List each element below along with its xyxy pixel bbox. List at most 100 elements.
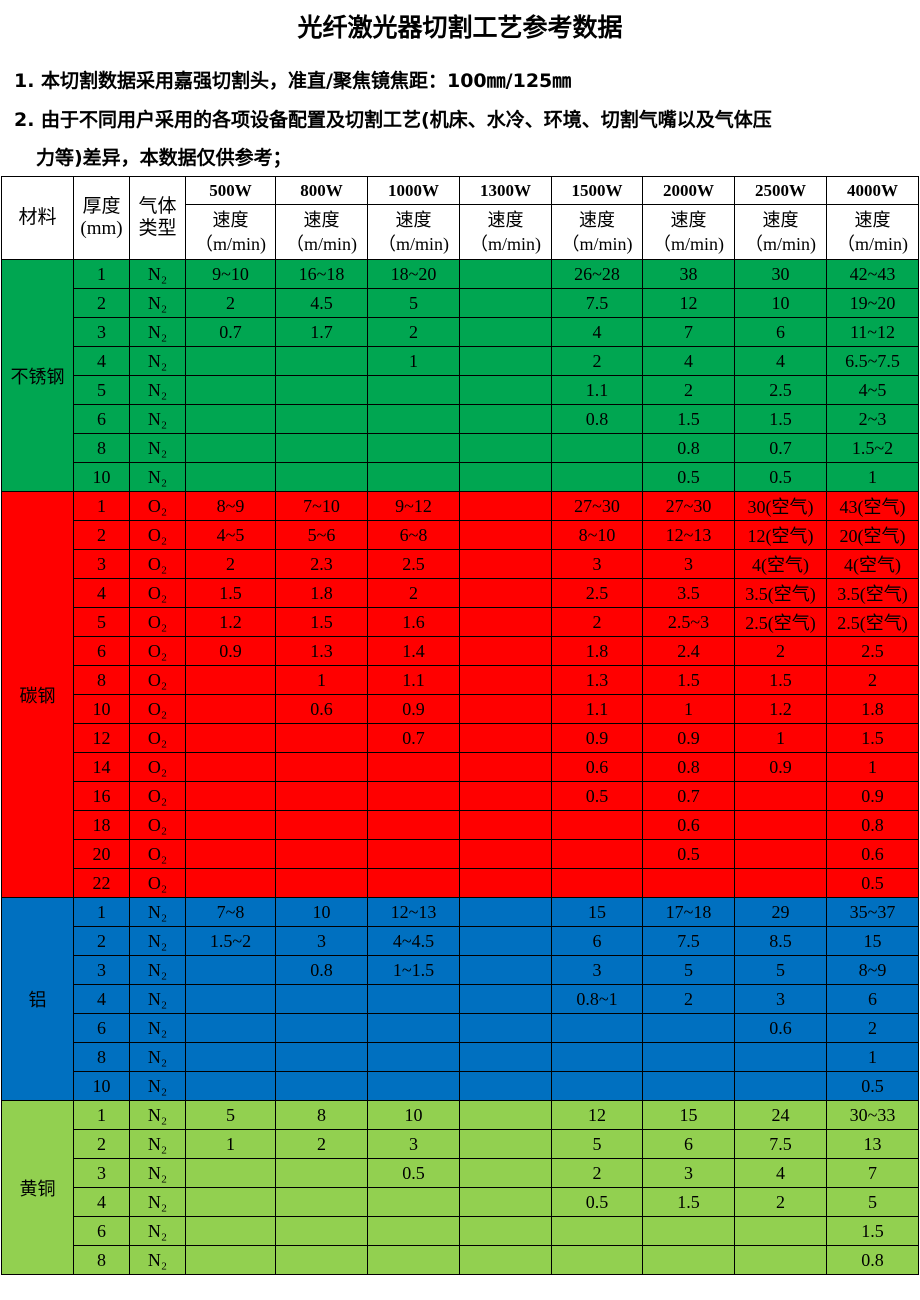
speed-label: 速度 (303, 210, 340, 230)
speed-cell (185, 868, 276, 898)
speed-cell (185, 375, 276, 405)
speed-cell: 1.5~2 (185, 926, 276, 956)
gas-cell: N₂ (129, 1187, 186, 1217)
speed-cell: 3 (275, 926, 368, 956)
thickness-cell: 2 (73, 1129, 130, 1159)
speed-cell (185, 462, 276, 492)
speed-cell: 6~8 (367, 520, 460, 550)
speed-unit: （m/min) (195, 234, 266, 254)
speed-cell: 4(空气) (826, 549, 919, 579)
speed-unit: （m/min) (837, 234, 908, 254)
table-row: 5 N₂ 1.1 2 2.5 4~5 (2, 375, 919, 405)
speed-cell (642, 1216, 735, 1246)
speed-cell (367, 404, 460, 434)
speed-cell (185, 1071, 276, 1101)
header-power: 4000W (826, 176, 919, 205)
gas-cell: O₂ (129, 607, 186, 637)
speed-cell (459, 491, 552, 521)
thickness-cell: 4 (73, 984, 130, 1014)
speed-cell: 0.7 (642, 781, 735, 811)
table-row: 4 O₂ 1.5 1.8 2 2.5 3.5 3.5(空气) 3.5(空气) (2, 578, 919, 608)
thickness-cell: 3 (73, 317, 130, 347)
speed-cell (459, 955, 552, 985)
speed-cell: 1.5 (642, 1187, 735, 1217)
table-row: 铝 1 N₂ 7~8 10 12~13 15 17~18 29 35~37 (1, 897, 919, 1101)
speed-cell (275, 1158, 368, 1188)
table-row: 22 O₂ 0.5 (2, 868, 919, 898)
speed-cell: 17~18 (642, 897, 735, 927)
speed-cell: 18~20 (367, 259, 460, 289)
table-row: 10 N₂ 0.5 0.5 1 (2, 462, 919, 492)
thickness-cell: 2 (73, 520, 130, 550)
table-row: 3 O₂ 2 2.3 2.5 3 3 4(空气) 4(空气) (2, 549, 919, 579)
speed-label: 速度 (670, 210, 707, 230)
header-power: 500W (185, 176, 276, 205)
speed-cell (459, 665, 552, 695)
speed-cell: 1 (185, 1129, 276, 1159)
table-row: 12 O₂ 0.7 0.9 0.9 1 1.5 (2, 723, 919, 753)
speed-cell: 1.1 (367, 665, 460, 695)
speed-cell (734, 839, 827, 869)
page-title: 光纤激光器切割工艺参考数据 (297, 13, 623, 42)
speed-cell: 1 (275, 665, 368, 695)
gas-cell: N₂ (129, 1013, 186, 1043)
speed-cell: 1 (826, 1042, 919, 1072)
speed-cell (734, 868, 827, 898)
speed-cell (459, 926, 552, 956)
speed-cell: 5 (185, 1100, 276, 1130)
speed-cell (185, 955, 276, 985)
speed-cell: 0.5 (551, 781, 643, 811)
thickness-cell: 5 (73, 607, 130, 637)
note-1: 1. 本切割数据采用嘉强切割头，准直/聚焦镜焦距：100㎜/125㎜ (14, 70, 572, 92)
speed-cell: 2 (826, 1013, 919, 1043)
speed-cell (734, 781, 827, 811)
speed-cell: 27~30 (551, 491, 643, 521)
table-row: 5 O₂ 1.2 1.5 1.6 2 2.5~3 2.5(空气) 2.5(空气) (2, 607, 919, 637)
gas-cell: N₂ (129, 462, 186, 492)
speed-unit: （m/min) (745, 234, 816, 254)
speed-cell: 0.7 (367, 723, 460, 753)
speed-cell: 5 (734, 955, 827, 985)
speed-cell: 30 (734, 259, 827, 289)
speed-cell: 1.1 (551, 375, 643, 405)
table-body: 不锈钢 1 N₂ 9~10 16~18 18~20 26~28 38 30 42~43 2 N₂ 2 4.… (1, 259, 919, 1275)
table-row: 8 N₂ 1 (2, 1042, 919, 1072)
speed-cell (185, 1013, 276, 1043)
speed-cell: 5 (367, 288, 460, 318)
speed-cell: 2 (551, 1158, 643, 1188)
speed-cell (642, 1245, 735, 1275)
gas-cell: O₂ (129, 665, 186, 695)
speed-cell: 2 (275, 1129, 368, 1159)
speed-cell: 3 (551, 955, 643, 985)
speed-cell: 2.5 (734, 375, 827, 405)
speed-cell: 10 (734, 288, 827, 318)
speed-cell: 1.3 (551, 665, 643, 695)
header-speed: 速度 （m/min) (642, 204, 735, 260)
thickness-cell: 8 (73, 1042, 130, 1072)
speed-cell: 2.5~3 (642, 607, 735, 637)
speed-label: 速度 (212, 210, 249, 230)
table-row: 3 N₂ 0.7 1.7 2 4 7 6 11~12 (2, 317, 919, 347)
header-row-power: 材料 厚度(mm) 气体类型 500W 800W 1000W 1300W 1500W 20… (1, 176, 919, 260)
speed-cell (185, 810, 276, 840)
speed-cell: 1 (734, 723, 827, 753)
speed-cell: 26~28 (551, 259, 643, 289)
speed-cell: 1.7 (275, 317, 368, 347)
thickness-cell: 1 (73, 1100, 130, 1130)
speed-cell: 30~33 (826, 1100, 919, 1130)
thickness-cell: 10 (73, 1071, 130, 1101)
speed-cell: 8~10 (551, 520, 643, 550)
speed-cell: 1 (367, 346, 460, 376)
speed-cell (275, 752, 368, 782)
speed-cell: 11~12 (826, 317, 919, 347)
speed-cell (459, 1129, 552, 1159)
speed-cell: 0.5 (642, 839, 735, 869)
header-power: 2000W (642, 176, 735, 205)
speed-cell: 2.5(空气) (826, 607, 919, 637)
gas-cell: O₂ (129, 868, 186, 898)
speed-cell (185, 404, 276, 434)
gas-cell: O₂ (129, 520, 186, 550)
speed-cell (275, 346, 368, 376)
speed-cell (551, 1071, 643, 1101)
speed-cell (551, 1216, 643, 1246)
